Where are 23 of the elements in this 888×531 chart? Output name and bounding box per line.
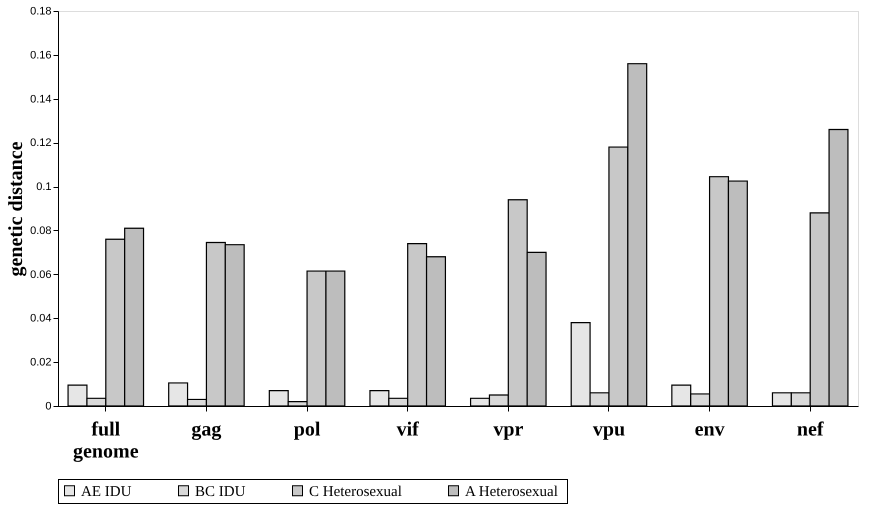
- y-tick-label: 0.12: [30, 137, 52, 150]
- y-tick-label: 0.16: [30, 49, 52, 62]
- legend-label: AE IDU: [81, 484, 132, 500]
- x-tick-label: nef: [796, 418, 824, 440]
- y-axis-title: genetic distance: [5, 141, 28, 276]
- x-tick-label: vpu: [592, 418, 626, 440]
- y-tick-label: 0.1: [36, 181, 52, 194]
- x-tick-label: gag: [191, 418, 222, 440]
- y-tick-label: 0.02: [30, 356, 52, 369]
- x-tick-label: full genome: [73, 418, 139, 462]
- y-tick-label: 0.14: [30, 93, 52, 106]
- x-tick-label: vif: [396, 418, 420, 440]
- x-tick-label: pol: [294, 418, 321, 440]
- y-tick-label: 0.04: [30, 312, 52, 325]
- x-tick-label: env: [694, 418, 725, 440]
- y-tick-label: 0.06: [30, 268, 52, 281]
- y-tick-label: 0.18: [30, 6, 52, 18]
- x-tick-label: vpr: [493, 418, 524, 440]
- y-tick-label: 0.08: [30, 224, 52, 237]
- legend-label: C Heterosexual: [309, 484, 402, 500]
- y-tick-label: 0: [45, 400, 52, 412]
- legend-label: A Heterosexual: [465, 484, 558, 500]
- legend-label: BC IDU: [195, 484, 246, 500]
